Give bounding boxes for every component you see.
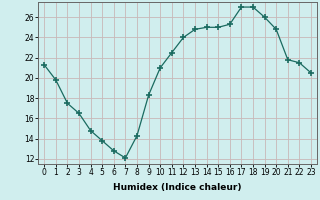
X-axis label: Humidex (Indice chaleur): Humidex (Indice chaleur) (113, 183, 242, 192)
